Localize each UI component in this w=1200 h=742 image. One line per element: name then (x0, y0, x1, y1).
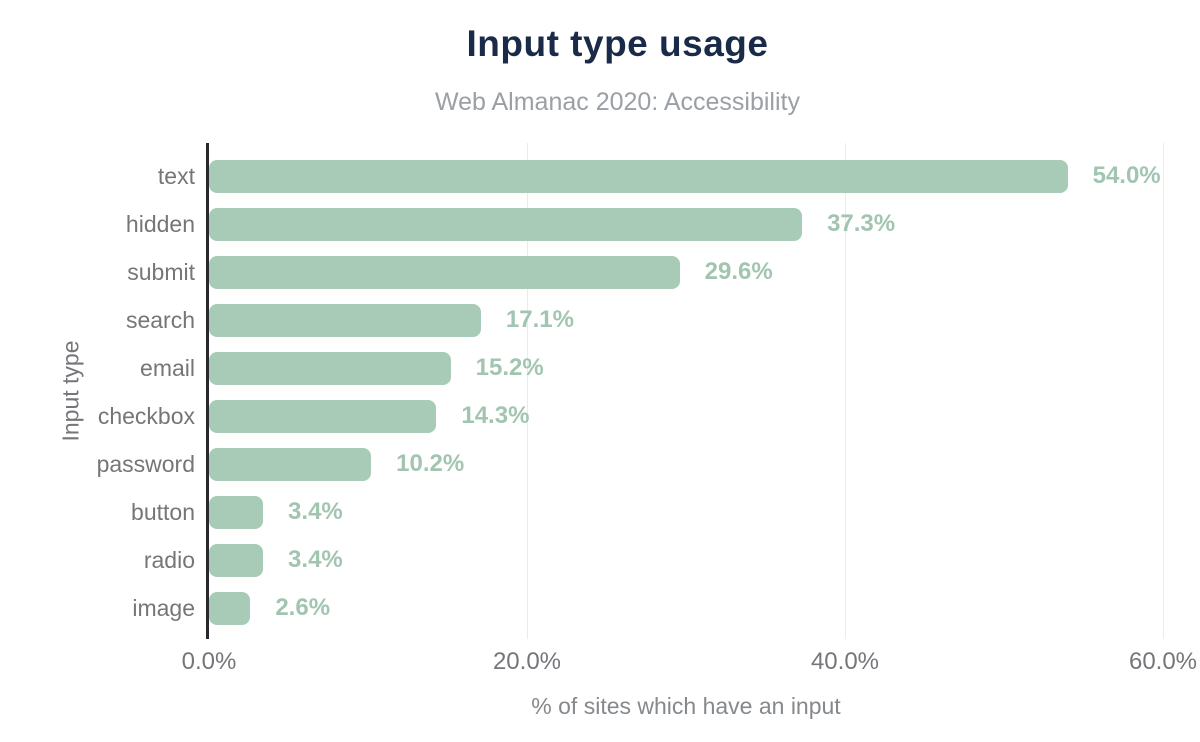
value-label-search: 17.1% (505, 306, 574, 333)
bar-image (209, 591, 251, 625)
bar-row-hidden: hidden 37.3% (126, 200, 1163, 248)
bar-search (209, 303, 481, 337)
category-label-text: text (157, 162, 195, 189)
bar-submit (209, 255, 680, 289)
bar-password (209, 447, 372, 481)
plot-area: text 54.0% hidden 37.3% submit 29.6% search 17.… (97, 143, 1197, 719)
x-axis-ticks: 0.0% 20.0% 40.0% 60.0% (182, 639, 1197, 683)
x-axis-title: % of sites which have an input (531, 693, 841, 719)
category-label-hidden: hidden (125, 210, 195, 237)
x-tick-label-60: 60.0% (1128, 648, 1198, 675)
category-label-button: button (131, 498, 195, 525)
bar-checkbox (209, 399, 437, 433)
bar-button (209, 495, 264, 529)
bar-row-password: password 10.2% (97, 440, 1163, 488)
value-label-password: 10.2% (396, 450, 465, 477)
gridline-40 (844, 143, 846, 639)
value-label-radio: 3.4% (288, 546, 343, 573)
bar-hidden (209, 207, 803, 241)
gridline-60 (1163, 143, 1164, 639)
value-label-image: 2.6% (275, 594, 331, 621)
value-label-hidden: 37.3% (827, 210, 896, 237)
category-label-submit: submit (127, 258, 195, 285)
value-label-submit: 29.6% (704, 258, 773, 285)
chart-subtitle: Web Almanac 2020: Accessibility (434, 88, 800, 116)
gridline-20 (526, 143, 528, 639)
bar-email (209, 351, 451, 385)
category-label-email: email (140, 354, 195, 381)
chart-title: Input type usage (466, 23, 769, 64)
bar-text (209, 159, 1068, 193)
x-tick-label-0: 0.0% (181, 648, 237, 675)
bar-row-radio: radio 3.4% (144, 536, 1163, 584)
bar-row-image: image 2.6% (132, 584, 1163, 632)
bar-row-search: search 17.1% (126, 296, 1163, 344)
bar-radio (209, 543, 264, 577)
category-label-password: password (96, 450, 195, 477)
y-axis-title: Input type (57, 340, 84, 442)
category-label-checkbox: checkbox (97, 402, 195, 429)
bar-row-button: button 3.4% (131, 488, 1163, 536)
x-tick-label-40: 40.0% (810, 648, 880, 675)
value-label-email: 15.2% (475, 354, 544, 381)
category-label-radio: radio (143, 546, 195, 573)
bar-row-email: email 15.2% (140, 344, 1163, 392)
value-label-text: 54.0% (1092, 162, 1161, 189)
value-label-checkbox: 14.3% (461, 402, 530, 429)
bar-row-text: text 54.0% (158, 152, 1163, 200)
category-label-search: search (125, 306, 195, 333)
category-label-image: image (132, 594, 195, 621)
bar-row-checkbox: checkbox 14.3% (98, 392, 1163, 440)
y-axis-line (206, 143, 209, 639)
bar-row-submit: submit 29.6% (127, 248, 1163, 296)
bar-rows: text 54.0% hidden 37.3% submit 29.6% search 17.… (97, 152, 1163, 632)
x-tick-label-20: 20.0% (492, 648, 562, 675)
value-label-button: 3.4% (288, 498, 343, 525)
